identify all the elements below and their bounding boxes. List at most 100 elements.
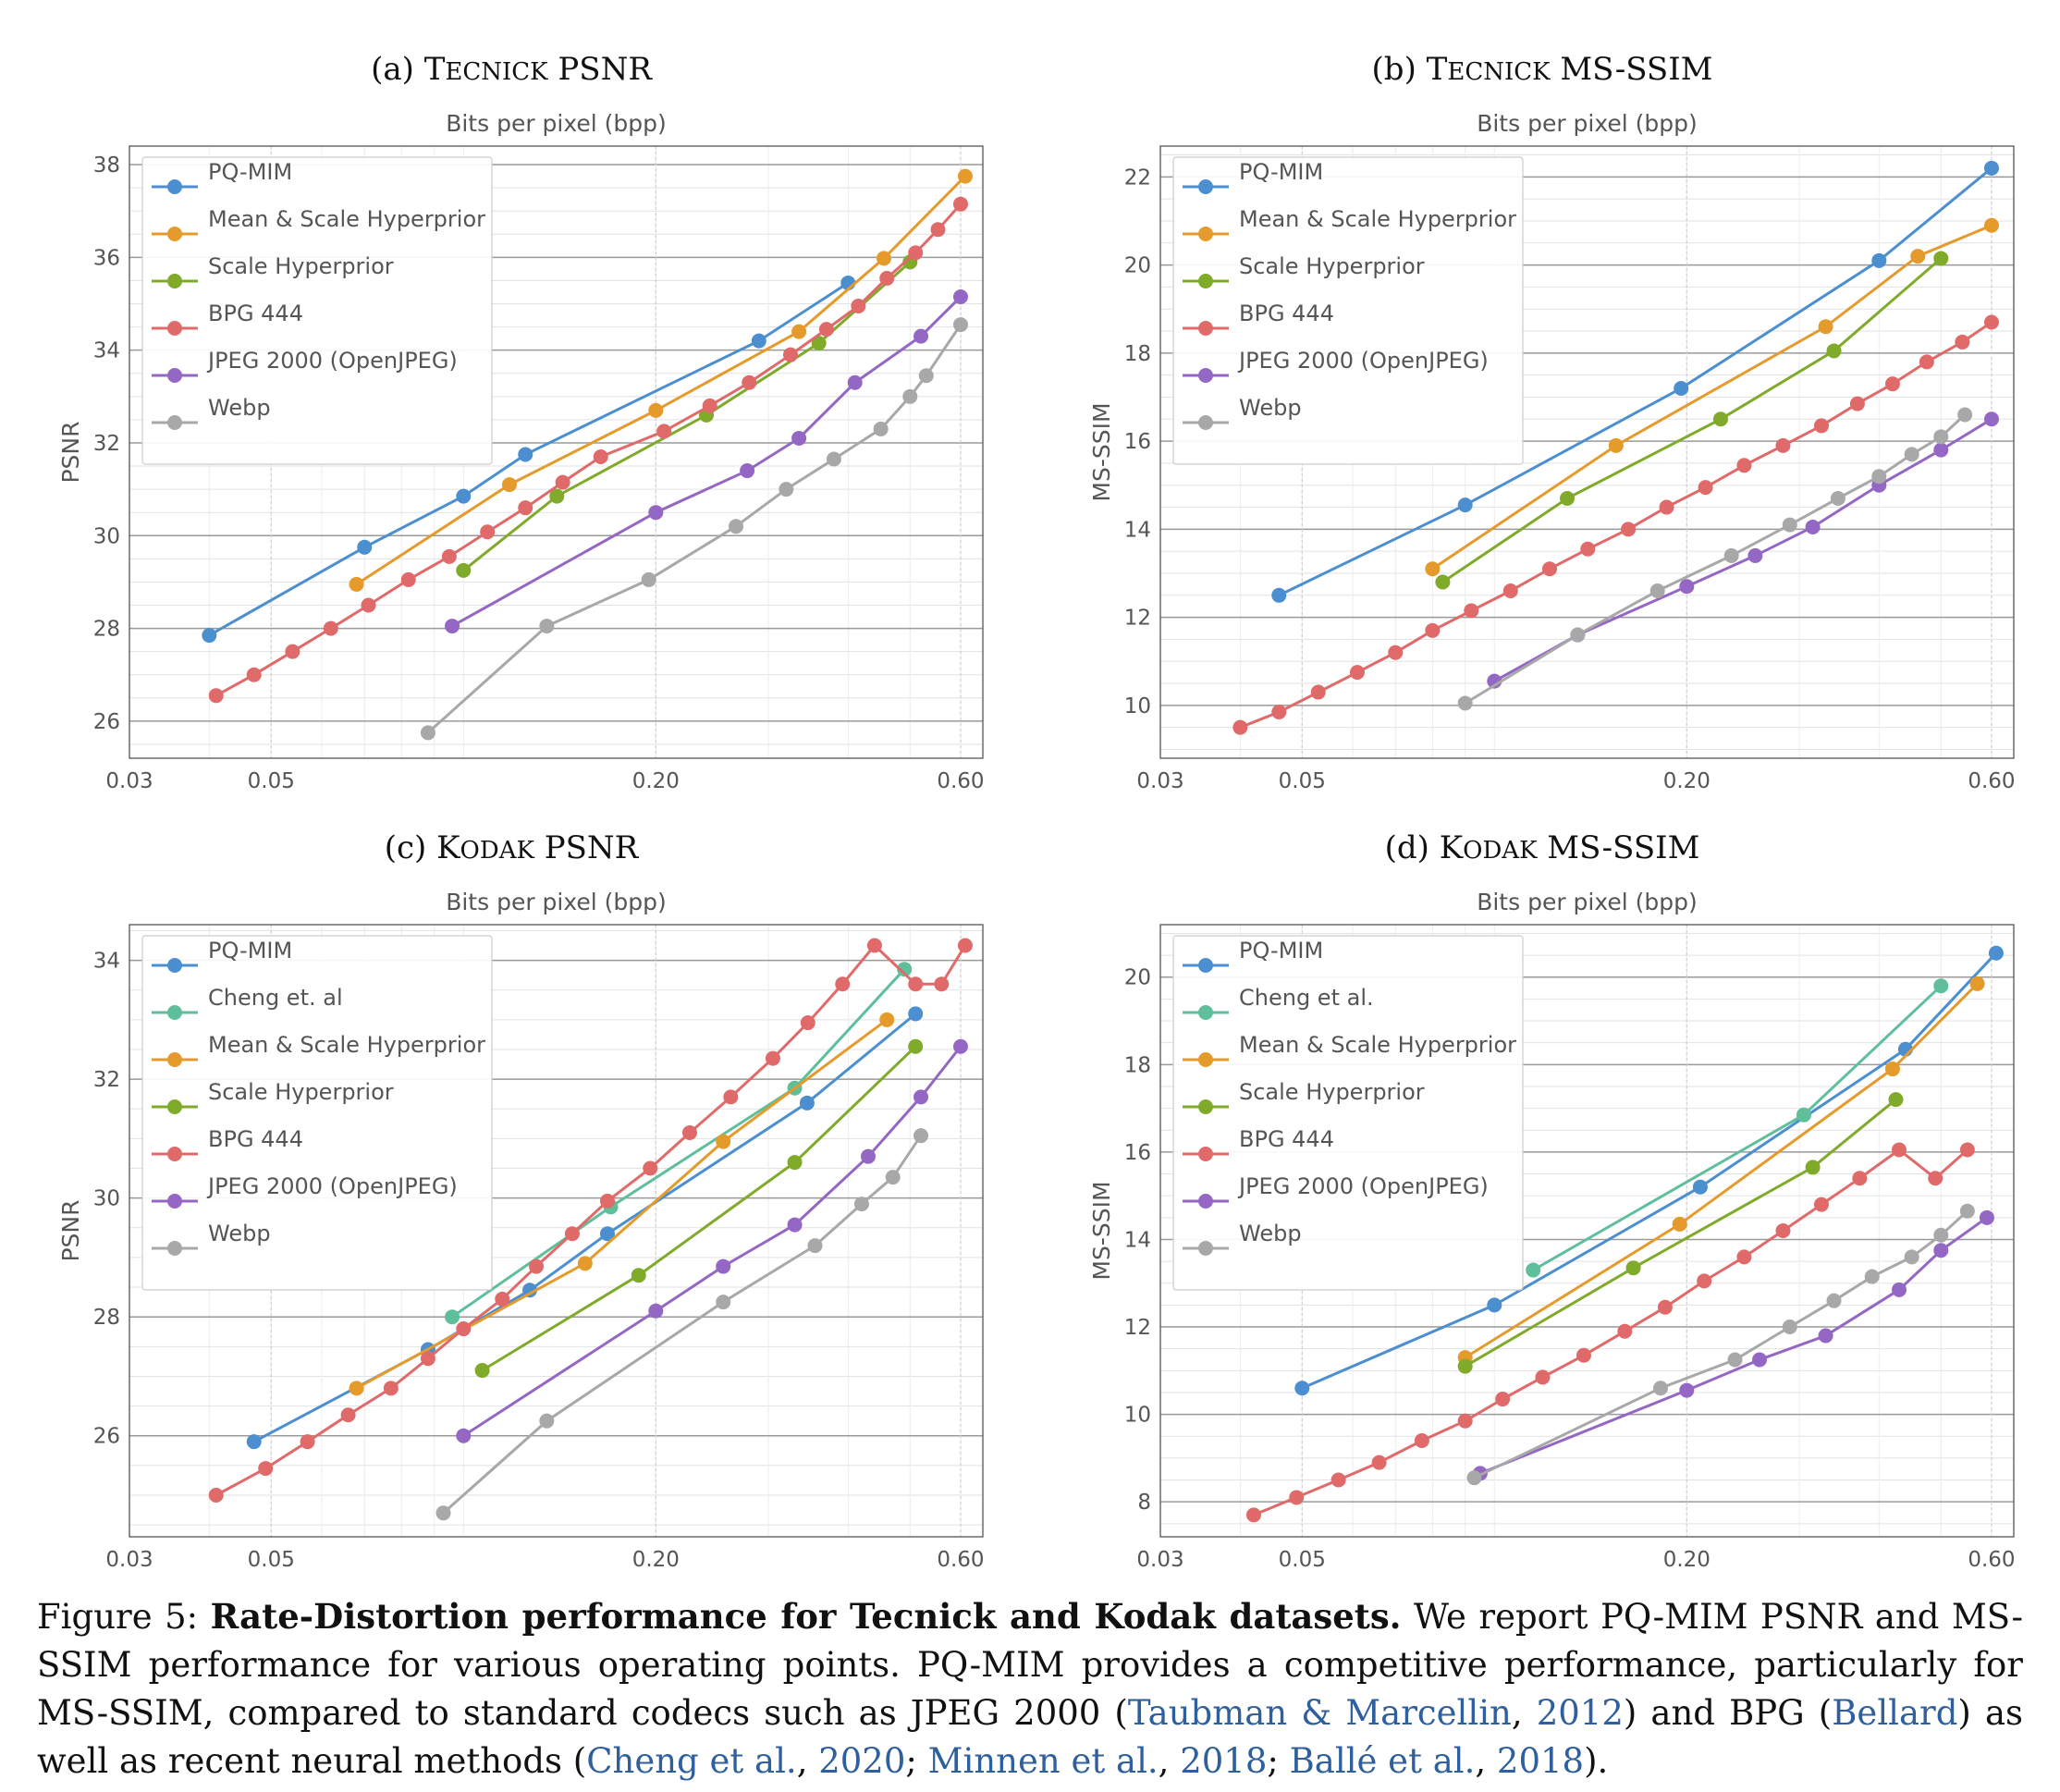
data-point [1349, 665, 1365, 681]
data-point [1904, 447, 1919, 462]
data-point [1621, 522, 1637, 537]
y-tick-label: 20 [1124, 254, 1151, 278]
legend-label: JPEG 2000 (OpenJPEG) [206, 348, 458, 374]
data-point [861, 1148, 877, 1164]
data-point [918, 368, 934, 384]
data-point [1466, 1470, 1482, 1486]
data-point [441, 548, 457, 564]
x-tick-label: 0.20 [1663, 769, 1711, 793]
x-tick-label: 0.05 [248, 1548, 295, 1572]
data-point [208, 1488, 224, 1504]
legend-label: Scale Hyperprior [1239, 253, 1425, 279]
panel-title-dataset-initial: K [1440, 829, 1464, 866]
citation-link[interactable]: Cheng et al. [586, 1741, 797, 1781]
citation-link[interactable]: Minnen et al. [927, 1741, 1159, 1781]
x-tick-label: 0.20 [632, 769, 680, 793]
citation-year-link[interactable]: 2018 [1180, 1741, 1268, 1781]
data-point [518, 500, 533, 516]
legend-swatch-marker [1198, 958, 1213, 973]
data-point [656, 423, 672, 439]
data-point [1959, 1142, 1975, 1158]
legend-label: Webp [1239, 395, 1302, 421]
data-point [1271, 587, 1287, 603]
data-point [1988, 945, 2004, 961]
citation-link[interactable]: Bellard [1832, 1693, 1958, 1733]
data-point [1969, 976, 1985, 991]
y-tick-label: 30 [93, 524, 120, 548]
y-tick-label: 16 [1124, 1141, 1151, 1165]
citation-link[interactable]: Ballé et al. [1289, 1741, 1476, 1781]
panel-title-label: (a) [371, 51, 424, 88]
data-point [648, 505, 664, 521]
caption-separator: , [1511, 1693, 1537, 1733]
data-point [1983, 217, 1999, 233]
data-point [1712, 411, 1728, 427]
data-point [914, 1128, 929, 1144]
y-tick-label: 12 [1124, 607, 1151, 631]
data-point [782, 347, 798, 362]
legend-swatch-marker [1198, 1147, 1213, 1161]
x-tick-label: 0.03 [1136, 769, 1183, 793]
legend-box [141, 935, 493, 1291]
data-point [908, 976, 924, 992]
data-point [1608, 437, 1624, 453]
caption-separator: ; [905, 1741, 928, 1781]
series-line [451, 295, 963, 628]
y-axis-label: PSNR [57, 421, 84, 483]
legend-swatch-marker [1198, 415, 1213, 430]
data-point [902, 388, 918, 404]
data-point [1983, 314, 1999, 330]
data-point [420, 725, 435, 741]
data-point [435, 1505, 451, 1521]
data-point [751, 333, 766, 349]
legend-swatch-marker [167, 415, 182, 430]
panel-title-label: (b) [1372, 51, 1427, 88]
x-tick-label: 0.05 [1279, 1548, 1326, 1572]
data-point [593, 449, 608, 465]
citation-link[interactable]: Taubman & Marcellin [1127, 1693, 1512, 1733]
data-point [1933, 1227, 1949, 1243]
caption-label: Figure 5: [37, 1597, 211, 1637]
data-point [1813, 1197, 1829, 1212]
data-point [357, 539, 373, 555]
panel-title: (b) TECNICK MS-SSIM [1372, 51, 1713, 88]
legend-label: Webp [208, 395, 271, 421]
legend-label: Cheng et al. [1239, 985, 1374, 1011]
data-point [873, 421, 889, 436]
data-point [908, 1038, 924, 1054]
caption-text: ) and BPG ( [1623, 1693, 1833, 1733]
data-point [1818, 319, 1833, 335]
x-tick-label: 0.03 [1136, 1548, 1183, 1572]
citation-year-link[interactable]: 2018 [1496, 1741, 1585, 1781]
data-point [952, 196, 968, 212]
data-point [1692, 1179, 1708, 1195]
y-tick-label: 18 [1124, 342, 1151, 366]
data-point [1617, 1323, 1633, 1339]
data-point [522, 1283, 538, 1298]
legend-label: PQ-MIM [1239, 159, 1323, 185]
data-point [1933, 1243, 1949, 1258]
data-point [1884, 1062, 1900, 1077]
data-point [599, 1226, 615, 1242]
data-point [246, 1434, 262, 1450]
legend-swatch-marker [1198, 368, 1213, 383]
legend-label: Scale Hyperprior [208, 1079, 394, 1105]
y-tick-label: 14 [1124, 518, 1151, 542]
legend-label: BPG 444 [208, 301, 303, 326]
x-tick-label: 0.60 [1968, 1548, 2015, 1572]
data-point [1727, 1352, 1743, 1368]
legend-swatch-marker [167, 1194, 182, 1209]
x-axis-label: Bits per pixel (bpp) [1477, 889, 1698, 915]
caption-lead: Rate-Distortion performance for Tecnick … [210, 1596, 1402, 1637]
data-point [779, 482, 794, 497]
data-point [1698, 480, 1713, 496]
x-tick-label: 0.05 [248, 769, 295, 793]
citation-year-link[interactable]: 2012 [1536, 1693, 1624, 1733]
legend-label: PQ-MIM [1239, 938, 1323, 964]
legend: PQ-MIM Cheng et al. Mean & Scale Hyperprio… [1172, 935, 1524, 1291]
data-point [957, 938, 973, 953]
x-tick-label: 0.60 [937, 1548, 984, 1572]
citation-year-link[interactable]: 2020 [818, 1741, 906, 1781]
caption-separator: ; [1267, 1741, 1290, 1781]
y-axis-label: MS-SSIM [1088, 402, 1115, 501]
